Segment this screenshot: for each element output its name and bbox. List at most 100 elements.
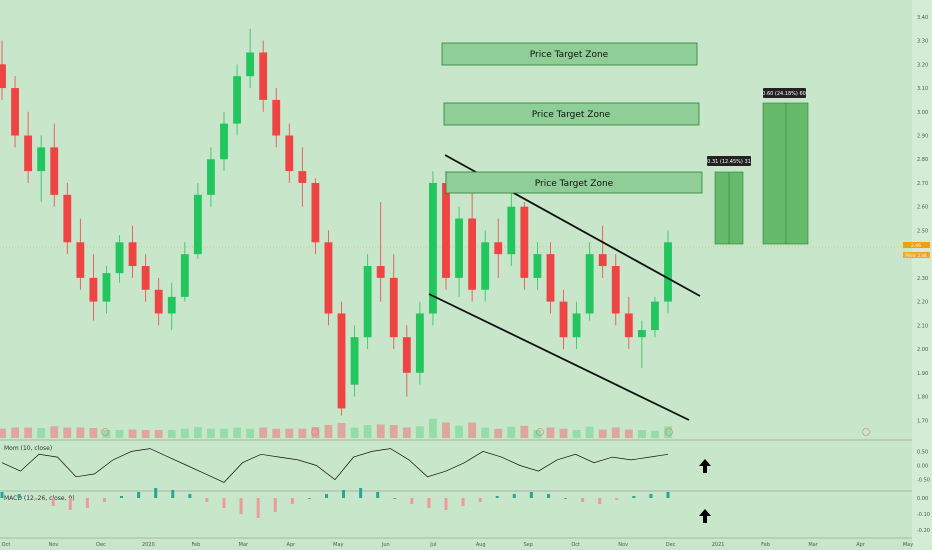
momentum-y-tick: -0.50 [917, 478, 930, 484]
candle-body [572, 313, 581, 338]
candle-body [389, 277, 398, 338]
macd-bar [529, 492, 533, 498]
candle-body [167, 296, 176, 314]
volume-bar [63, 427, 72, 438]
x-tick-label: Oct [2, 542, 11, 548]
candle-body [337, 313, 346, 409]
volume-bar [246, 428, 255, 438]
volume-bar [324, 425, 333, 438]
volume-bar [11, 427, 19, 438]
current-price-label: Price: 2.46 [905, 253, 927, 258]
volume-bar [285, 428, 294, 438]
volume-bar [637, 430, 646, 438]
candle-body [102, 273, 111, 302]
macd-y-tick: 0.00 [917, 496, 928, 502]
macd-bar [564, 498, 568, 499]
candle-body [141, 266, 150, 290]
volume-bar [363, 425, 372, 438]
x-tick-label: Aug [476, 542, 486, 548]
macd-bar [495, 496, 499, 498]
up-arrow-icon [699, 459, 711, 473]
x-tick-labels: Oct Nov Dec 2020 Feb Mar Apr May Jun Jul Aug Sep Oct… [2, 542, 914, 548]
macd-y-tick: -0.20 [917, 528, 930, 534]
candle-body [442, 182, 450, 278]
x-tick-label: Jul [429, 542, 436, 548]
candle-body [598, 254, 607, 267]
x-tick-label: Nov [618, 542, 628, 548]
volume-bar [585, 426, 594, 438]
measure-box-1[interactable]: 0.31 (12.45%) 31 [707, 156, 751, 245]
candle-body [0, 64, 6, 89]
x-tick-label: Apr [287, 542, 297, 548]
price-axis[interactable] [912, 0, 932, 550]
candle-body [494, 242, 503, 255]
volume-bar [651, 430, 659, 438]
y-tick-label: 1.80 [917, 395, 928, 401]
candle-body [651, 301, 659, 331]
y-tick-label: 2.20 [917, 300, 928, 306]
macd-y-ticks: 0.00 -0.10 -0.20 [917, 496, 930, 534]
volume-bar [546, 427, 555, 438]
macd-bar [342, 490, 346, 498]
macd-bar [478, 498, 482, 502]
macd-bar [649, 494, 653, 498]
x-tick-label: Feb [761, 542, 770, 548]
volume-bar [442, 422, 450, 438]
volume-bar [141, 430, 150, 438]
volume-bar [402, 427, 411, 438]
volume-bar [494, 428, 503, 438]
volume-bar [415, 426, 424, 438]
volume-bar [50, 426, 59, 438]
macd-bar [102, 498, 106, 502]
macd-bar [290, 498, 294, 504]
macd-bar [615, 498, 619, 500]
target-zone-2-label: Price Target Zone [532, 110, 611, 120]
volume-bar [128, 429, 137, 438]
macd-bar [222, 498, 226, 508]
momentum-y-tick: 0.50 [917, 449, 928, 455]
candle-body [546, 254, 555, 302]
target-zone-2[interactable]: Price Target Zone [443, 102, 700, 126]
macd-bar [512, 494, 516, 498]
macd-bar [461, 498, 465, 506]
candle-body [520, 206, 529, 278]
target-zone-1[interactable]: Price Target Zone [441, 42, 698, 66]
volume-bar [180, 428, 189, 438]
y-tick-label: 3.10 [917, 86, 928, 92]
macd-bar [0, 492, 4, 498]
candle-body [220, 123, 228, 160]
volume-bar [507, 426, 516, 438]
macd-bar [256, 498, 260, 518]
y-tick-label: 2.90 [917, 134, 928, 140]
candle-body [664, 242, 672, 302]
target-zone-3[interactable]: Price Target Zone [445, 171, 703, 194]
volume-bar [520, 425, 529, 438]
volume-bar [611, 427, 620, 438]
x-tick-label: Feb [191, 542, 200, 548]
macd-bar [666, 492, 670, 498]
y-tick-label: 2.10 [917, 323, 928, 329]
candle-body [324, 242, 333, 314]
y-tick-label: 1.90 [917, 371, 928, 377]
candle-body [298, 171, 307, 183]
target-zone-1-label: Price Target Zone [530, 50, 609, 60]
current-price-tag: 2.46 Price: 2.46 [903, 242, 930, 258]
macd-bar [34, 498, 38, 500]
candle-body [611, 266, 620, 314]
candle-body [272, 99, 281, 136]
macd-bar [410, 498, 414, 504]
candle-body [468, 218, 477, 290]
x-tick-label: Jun [381, 542, 390, 548]
volume-bar [24, 427, 33, 438]
volume-bar [259, 427, 268, 438]
lower-trendline[interactable] [428, 293, 690, 421]
x-tick-label: Nov [49, 542, 59, 548]
volume-bar [455, 425, 463, 438]
momentum-line [1, 448, 669, 483]
volume-bar [389, 425, 398, 438]
volume-bar [272, 428, 281, 438]
volume-bar [298, 428, 307, 438]
candle-body [429, 182, 437, 314]
y-tick-label: 2.50 [917, 228, 928, 234]
measure-box-2[interactable]: 0.60 (24.18%) 60 [762, 88, 809, 245]
